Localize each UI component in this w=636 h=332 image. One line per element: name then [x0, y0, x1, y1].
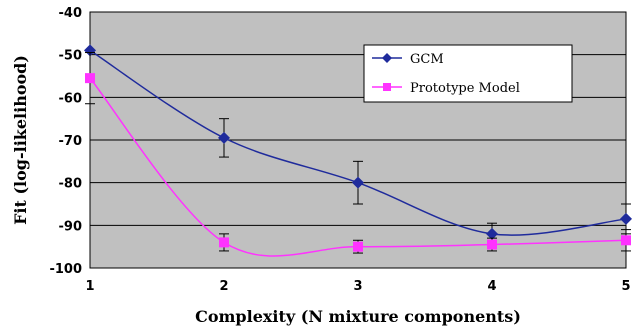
data-point: [352, 176, 364, 189]
series-gcm: [84, 44, 632, 246]
data-point: [85, 73, 95, 84]
y-tick-label: -70: [59, 134, 83, 149]
y-tick-label: -60: [59, 91, 83, 106]
x-tick-label: 5: [621, 279, 630, 294]
series-layer: [84, 44, 632, 257]
data-point: [84, 44, 96, 57]
x-axis-title: Complexity (N mixture components): [195, 307, 521, 326]
y-tick-label: -100: [49, 262, 82, 277]
x-tick-labels: 1 2 3 4 5: [85, 279, 630, 294]
series-prototype-model: [85, 52, 631, 257]
legend-prototype-marker: [383, 83, 391, 91]
y-tick-labels: -40 -50 -60 -70 -80 -90 -100: [49, 6, 82, 277]
y-tick-label: -90: [59, 219, 83, 234]
x-tick-label: 1: [85, 279, 94, 294]
data-point: [486, 227, 498, 240]
x-tick-label: 4: [487, 279, 496, 294]
y-tick-label: -40: [59, 6, 83, 21]
legend: GCM Prototype Model: [363, 44, 573, 103]
data-point: [219, 237, 229, 248]
y-tick-label: -50: [59, 49, 83, 64]
legend-gcm-marker: [382, 53, 392, 63]
data-point: [487, 239, 497, 250]
data-point: [353, 241, 363, 252]
legend-box: [363, 44, 573, 103]
data-point: [621, 235, 631, 246]
legend-gcm-label: GCM: [410, 52, 444, 67]
x-tick-label: 3: [353, 279, 362, 294]
legend-prototype-label: Prototype Model: [410, 81, 520, 96]
data-point: [218, 131, 230, 144]
data-point: [620, 212, 632, 225]
y-tick-label: -80: [59, 177, 83, 192]
x-tick-label: 2: [219, 279, 228, 294]
y-axis-title: Fit (log-likelihood): [11, 55, 30, 225]
series-line: [89, 77, 627, 257]
